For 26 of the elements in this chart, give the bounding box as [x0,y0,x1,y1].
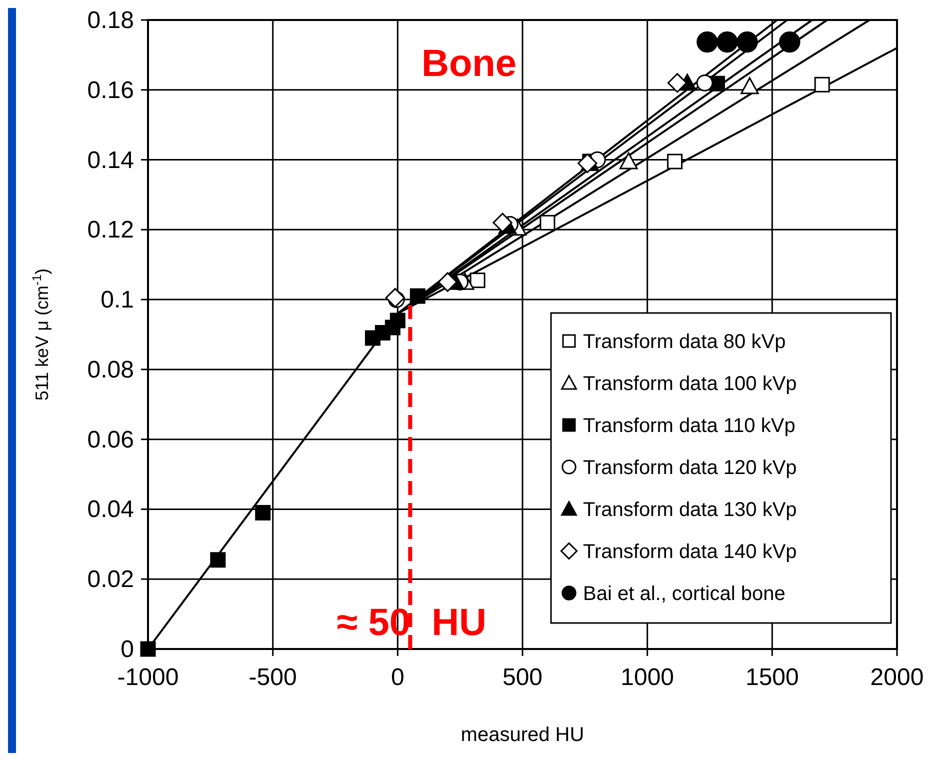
x-tick-label: -500 [248,664,297,691]
legend-label: Transform data 140 kVp [583,541,797,563]
legend-label: Transform data 120 kVp [583,457,797,479]
legend-label: Transform data 80 kVp [583,331,786,353]
y-tick-label: 0.02 [87,566,134,594]
x-tick-label: 500 [502,664,543,691]
annotation: Bone [422,43,516,85]
legend-label: Transform data 100 kVp [583,373,797,395]
x-tick-label: 1500 [745,664,799,691]
x-axis-title: measured HU [460,724,584,746]
y-tick-label: 0.06 [87,426,134,454]
y-tick-label: 0.14 [87,146,134,174]
x-tick-label: 0 [390,664,404,691]
x-tick-label: -1000 [117,664,179,691]
legend-label: Transform data 110 kVp [583,415,796,437]
legend-label: Bai et al., cortical bone [583,583,786,605]
x-tick-label: 2000 [870,664,924,691]
x-tick-label: 1000 [620,664,674,691]
y-tick-label: 0 [120,636,134,663]
y-tick-label: 0.08 [87,356,134,384]
legend-label: Transform data 130 kVp [583,499,797,521]
y-tick-label: 0.04 [87,496,134,524]
y-tick-label: 0.16 [87,76,134,104]
y-tick-label: 0.18 [87,7,134,34]
y-tick-label: 0.12 [87,216,134,244]
y-tick-label: 0.1 [100,286,134,314]
